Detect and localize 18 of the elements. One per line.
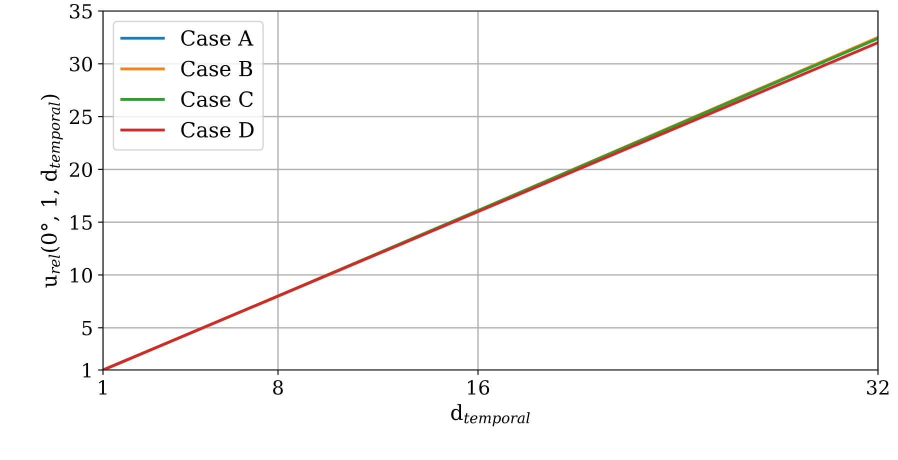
legend-label: Case B	[181, 60, 252, 76]
y-tick-label: 1	[83, 362, 91, 378]
y-tick-label: 5	[82, 320, 92, 336]
x-tick-label: 32	[867, 380, 888, 395]
y-tick-label: 10	[70, 268, 92, 283]
x-tick-label: 8	[273, 380, 283, 395]
x-tick-label: 1	[99, 380, 106, 394]
y-tick-label: 35	[70, 4, 92, 19]
y-tick-label: 30	[70, 56, 92, 72]
y-tick-label: 25	[70, 110, 92, 124]
y-tick-label: 20	[70, 162, 92, 178]
y-tick-label: 15	[70, 215, 92, 230]
y-axis-title: u$_{rel}$(0°, 1, d$_{temporal}$)	[40, 94, 63, 288]
legend-label: Case C	[181, 91, 253, 108]
x-axis-title: d$_{temporal}$	[451, 404, 530, 426]
legend-label: Case D	[181, 122, 254, 138]
x-tick-label: 16	[468, 380, 490, 395]
legend-label: Case A	[181, 30, 254, 46]
